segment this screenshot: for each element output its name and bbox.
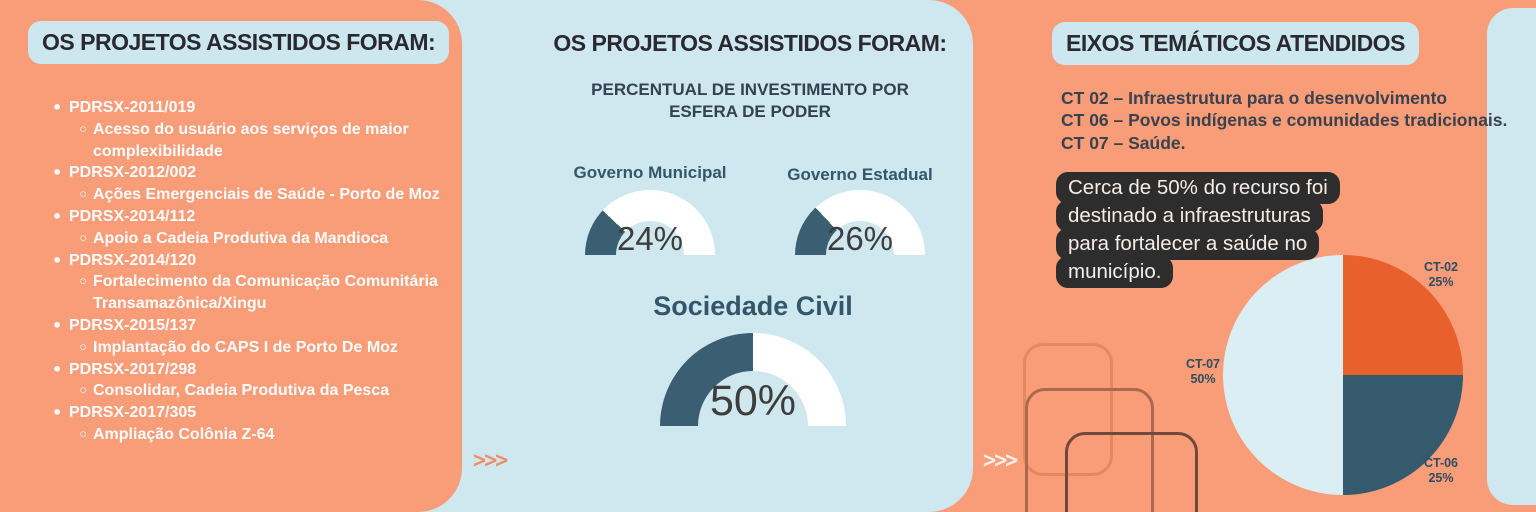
list-item: • PDRSX-2017/298 ◦ Consolidar, Cadeia Pr… xyxy=(46,359,448,403)
project-code: PDRSX-2015/137 xyxy=(69,316,197,334)
callout-bubble: Cerca de 50% do recurso foi destinado a … xyxy=(1056,172,1340,288)
thematic-axis-item: CT 06 – Povos indígenas e comunidades tr… xyxy=(1061,110,1508,131)
project-desc-line: ◦ Apoio a Cadeia Produtiva da Mandioca xyxy=(46,228,448,250)
bullet-icon: • xyxy=(52,359,63,379)
chart-subtitle: PERCENTUAL DE INVESTIMENTO POR ESFERA DE… xyxy=(560,79,940,123)
pie-label-category: CT-07 xyxy=(1185,357,1221,371)
project-code: PDRSX-2017/305 xyxy=(69,404,197,422)
pie-label-ct07: CT-07 50% xyxy=(1171,357,1235,387)
project-code-line: • PDRSX-2012/002 xyxy=(46,162,448,184)
project-code: PDRSX-2017/298 xyxy=(69,360,197,378)
thematic-axes-list: CT 02 – Infraestrutura para o desenvolvi… xyxy=(1061,87,1507,154)
project-desc-line: ◦ Ações Emergenciais de Saúde - Porto de… xyxy=(46,184,448,206)
gauge-label-governo-estadual: Governo Estadual xyxy=(787,165,933,184)
pie-label-category: CT-02 xyxy=(1423,260,1459,274)
gauge-value: 26% xyxy=(826,220,894,257)
projects-list: • PDRSX-2011/019 ◦ Acesso do usuário aos… xyxy=(46,97,448,446)
panel2-title: OS PROJETOS ASSISTIDOS FORAM: xyxy=(553,30,947,56)
next-slide-edge xyxy=(1487,8,1536,505)
panel3-title: EIXOS TEMÁTICOS ATENDIDOS xyxy=(1066,30,1405,56)
pie-label-value: 25% xyxy=(1428,471,1454,485)
project-code: PDRSX-2011/019 xyxy=(69,99,196,116)
gauge-sociedade-civil: 50% xyxy=(660,333,846,426)
panel1-title: OS PROJETOS ASSISTIDOS FORAM: xyxy=(42,29,436,55)
bullet-icon: • xyxy=(52,250,63,270)
sub-bullet-icon: ◦ xyxy=(78,337,89,357)
chart-subtitle-line2: ESFERA DE PODER xyxy=(669,102,831,121)
gauge-value: 24% xyxy=(616,220,684,257)
sub-bullet-icon: ◦ xyxy=(78,381,89,401)
thematic-axes-pie-chart xyxy=(1223,255,1463,495)
bullet-icon: • xyxy=(52,315,63,335)
project-desc-line: ◦ Fortalecimento da Comunicação Comunitá… xyxy=(46,271,448,315)
project-desc-line: ◦ Consolidar, Cadeia Produtiva da Pesca xyxy=(46,380,448,402)
decor-rounded-rect-outline xyxy=(1023,343,1113,476)
bullet-icon: • xyxy=(52,163,63,183)
project-desc: Ampliação Colônia Z-64 xyxy=(93,425,275,443)
pie-label-category: CT-06 xyxy=(1423,456,1459,470)
project-desc-line: ◦ Ampliação Colônia Z-64 xyxy=(46,424,448,446)
callout-text-line: destinado a infraestruturas xyxy=(1056,200,1323,232)
gauge-governo-estadual: 26% xyxy=(795,190,925,257)
pie-label-value: 25% xyxy=(1428,275,1454,289)
project-desc-line: ◦ Implantação do CAPS I de Porto De Moz xyxy=(46,337,448,359)
pie-label-ct06: CT-06 25% xyxy=(1409,456,1473,486)
list-item: • PDRSX-2012/002 ◦ Ações Emergenciais de… xyxy=(46,162,448,206)
project-desc: Acesso do usuário aos serviços de maior … xyxy=(93,120,409,160)
list-item: • PDRSX-2011/019 ◦ Acesso do usuário aos… xyxy=(46,97,448,162)
bullet-icon: • xyxy=(52,403,63,423)
project-desc: Apoio a Cadeia Produtiva da Mandioca xyxy=(93,229,389,247)
panel2-title-wrap: OS PROJETOS ASSISTIDOS FORAM: xyxy=(530,30,970,57)
project-code-line: • PDRSX-2014/112 xyxy=(46,206,448,228)
decor-rounded-rect-outline xyxy=(1025,388,1154,512)
project-code-line: • PDRSX-2014/120 xyxy=(46,250,448,272)
sub-bullet-icon: ◦ xyxy=(78,119,89,139)
decor-rounded-rect-outline xyxy=(1065,432,1198,512)
project-code-line: • PDRSX-2017/305 xyxy=(46,402,448,424)
sub-bullet-icon: ◦ xyxy=(78,272,89,292)
bullet-icon: • xyxy=(52,98,63,117)
project-desc: Ações Emergenciais de Saúde - Porto de M… xyxy=(93,186,440,204)
project-desc: Consolidar, Cadeia Produtiva da Pesca xyxy=(93,382,390,400)
callout-text-line: Cerca de 50% do recurso foi xyxy=(1056,172,1340,204)
project-code: PDRSX-2012/002 xyxy=(69,164,197,182)
list-item: • PDRSX-2014/112 ◦ Apoio a Cadeia Produt… xyxy=(46,206,448,250)
thematic-axis-item: CT 07 – Saúde. xyxy=(1061,132,1186,153)
pie-label-value: 50% xyxy=(1190,372,1216,386)
chart-subtitle-line1: PERCENTUAL DE INVESTIMENTO POR xyxy=(591,80,909,99)
project-desc: Implantação do CAPS I de Porto De Moz xyxy=(93,338,398,356)
panel3-title-badge: EIXOS TEMÁTICOS ATENDIDOS xyxy=(1052,22,1419,65)
project-code: PDRSX-2014/120 xyxy=(69,251,197,269)
sub-bullet-icon: ◦ xyxy=(78,424,89,444)
callout-text-line: município. xyxy=(1056,256,1174,288)
bullet-icon: • xyxy=(52,206,63,226)
gauge-label-governo-municipal: Governo Municipal xyxy=(573,163,727,182)
panel1-title-badge: OS PROJETOS ASSISTIDOS FORAM: xyxy=(28,21,450,64)
sub-bullet-icon: ◦ xyxy=(78,185,89,205)
left-slide-background xyxy=(0,0,462,512)
pie-label-ct02: CT-02 25% xyxy=(1409,260,1473,290)
gauge-value: 50% xyxy=(709,377,797,425)
project-code: PDRSX-2014/112 xyxy=(69,207,196,225)
list-item: • PDRSX-2017/305 ◦ Ampliação Colônia Z-6… xyxy=(46,402,448,446)
project-code-line: • PDRSX-2015/137 xyxy=(46,315,448,337)
thematic-axis-item: CT 02 – Infraestrutura para o desenvolvi… xyxy=(1061,88,1448,108)
next-slide-chevrons-icon[interactable]: >>> xyxy=(472,447,509,474)
project-code-line: • PDRSX-2011/019 xyxy=(46,97,448,119)
next-slide-chevrons-icon[interactable]: >>> xyxy=(982,447,1019,474)
gauge-governo-municipal: 24% xyxy=(585,190,715,257)
list-item: • PDRSX-2014/120 ◦ Fortalecimento da Com… xyxy=(46,250,448,315)
sub-bullet-icon: ◦ xyxy=(78,228,89,248)
project-desc: Fortalecimento da Comunicação Comunitári… xyxy=(93,273,438,313)
list-item: • PDRSX-2015/137 ◦ Implantação do CAPS I… xyxy=(46,315,448,359)
callout-text-line: para fortalecer a saúde no xyxy=(1056,228,1320,260)
project-desc-line: ◦ Acesso do usuário aos serviços de maio… xyxy=(46,119,448,163)
gauge-label-sociedade-civil: Sociedade Civil xyxy=(653,291,853,321)
project-code-line: • PDRSX-2017/298 xyxy=(46,359,448,381)
